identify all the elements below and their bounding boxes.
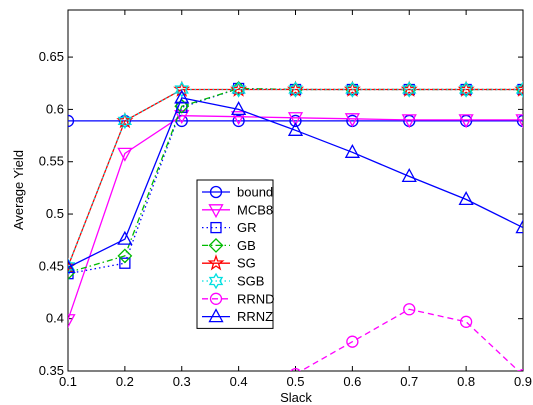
x-tick-label: 0.5 <box>286 374 304 389</box>
legend-marker <box>210 221 222 234</box>
x-tick-label: 0.1 <box>59 374 77 389</box>
data-point <box>287 121 304 136</box>
y-tick-label: 0.5 <box>46 206 64 221</box>
data-point <box>515 219 523 234</box>
data-point <box>401 168 417 183</box>
x-tick-label: 0.4 <box>230 374 248 389</box>
y-axis: 0.35 0.4 0.45 0.5 0.55 0.6 0.65 <box>39 49 523 378</box>
y-tick-label: 0.35 <box>39 363 64 378</box>
data-point <box>231 111 247 126</box>
series-line <box>68 97 523 268</box>
legend-marker <box>208 308 224 323</box>
series-line <box>68 88 523 267</box>
legend-label: MCB8 <box>237 202 273 217</box>
y-tick-label: 0.4 <box>46 311 64 326</box>
y-axis-label: Average Yield <box>11 150 26 230</box>
data-point <box>117 147 133 162</box>
data-point <box>119 257 131 269</box>
data-point <box>174 98 190 114</box>
legend-label: SGB <box>237 274 264 289</box>
y-tick-label: 0.65 <box>39 49 64 64</box>
data-point <box>458 114 474 129</box>
legend-entry: MCB8 <box>202 202 273 219</box>
legend-marker <box>208 272 224 290</box>
series-line <box>299 308 520 371</box>
series-mcb8 <box>68 110 523 329</box>
data-point <box>516 114 523 128</box>
data-point <box>117 248 133 264</box>
legend-marker <box>208 237 224 253</box>
data-point <box>344 143 360 158</box>
data-point <box>403 303 416 316</box>
legend-entry: RRNZ <box>202 308 273 324</box>
legend-marker <box>208 204 224 219</box>
x-tick-label: 0.6 <box>343 374 361 389</box>
legend-entry: SGB <box>202 272 264 290</box>
data-point <box>68 114 75 128</box>
data-point <box>174 89 190 104</box>
x-axis: 0.1 0.2 0.3 0.4 0.5 0.6 0.7 0.8 0.9 <box>59 10 532 389</box>
data-point <box>232 114 245 128</box>
y-tick-label: 0.55 <box>39 154 64 169</box>
data-point <box>117 230 133 245</box>
legend-entry: RRND <box>202 291 275 306</box>
series-bound <box>68 114 523 128</box>
series-layer <box>68 80 523 371</box>
data-point <box>288 81 303 98</box>
data-point <box>290 367 301 371</box>
legend-label: GR <box>237 220 257 235</box>
x-tick-label: 0.3 <box>173 374 191 389</box>
data-point <box>346 335 359 348</box>
data-point <box>344 113 360 128</box>
legend: bound MCB8 GR GB SG SGB RRND RRNZ <box>196 179 275 329</box>
data-point <box>402 81 417 98</box>
y-tick-label: 0.6 <box>46 101 64 116</box>
legend-label: bound <box>237 185 273 200</box>
legend-entry: SG <box>202 254 256 271</box>
data-point <box>459 315 473 328</box>
data-point <box>458 191 474 206</box>
x-axis-label: Slack <box>280 390 312 405</box>
plot-area <box>67 9 524 372</box>
series-line <box>68 87 523 275</box>
data-point <box>231 101 247 116</box>
series-line <box>68 115 523 320</box>
legend-marker <box>209 292 223 305</box>
legend-label: SG <box>237 256 256 271</box>
data-point <box>401 114 417 129</box>
legend-label: RRNZ <box>237 309 273 324</box>
data-point <box>68 259 76 274</box>
data-point <box>68 314 76 329</box>
x-tick-label: 0.9 <box>514 374 532 389</box>
legend-label: GB <box>237 238 256 253</box>
data-point <box>231 81 246 98</box>
x-tick-label: 0.2 <box>116 374 134 389</box>
data-point <box>458 81 474 98</box>
data-point <box>68 258 76 275</box>
legend-label: RRND <box>237 291 275 306</box>
series-sgb <box>68 81 523 275</box>
series-rrnz <box>68 89 523 274</box>
data-point <box>345 81 360 98</box>
legend-marker <box>207 254 225 271</box>
legend-entry: GB <box>202 238 256 253</box>
series-rrnd <box>290 303 523 371</box>
data-point <box>287 112 304 127</box>
y-tick-label: 0.45 <box>39 258 64 273</box>
legend-entry: GR <box>202 220 257 235</box>
data-point <box>174 81 189 98</box>
x-tick-label: 0.7 <box>400 374 418 389</box>
data-point <box>117 112 133 130</box>
legend-marker <box>209 185 223 199</box>
legend-entry: bound <box>202 185 273 200</box>
data-point <box>515 81 523 98</box>
data-point <box>515 114 523 129</box>
data-point <box>289 114 302 128</box>
x-tick-label: 0.8 <box>457 374 475 389</box>
